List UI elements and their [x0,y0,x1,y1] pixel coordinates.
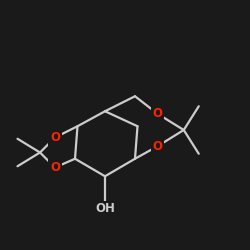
Text: O: O [152,107,162,120]
Text: O: O [50,131,60,144]
Text: O: O [50,161,60,174]
Text: OH: OH [95,202,115,215]
Text: O: O [152,140,162,153]
